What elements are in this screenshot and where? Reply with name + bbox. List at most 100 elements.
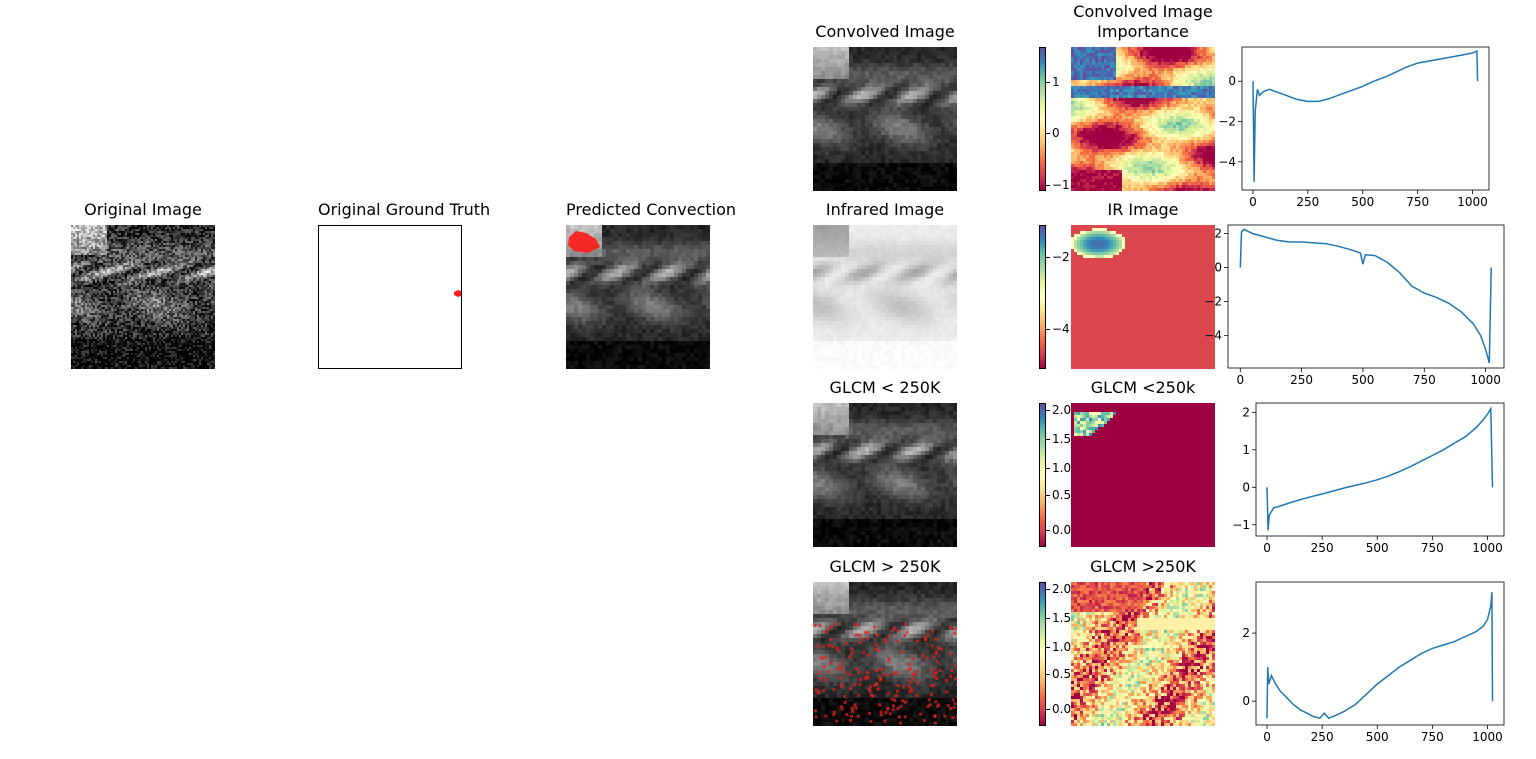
colorbar-tick-label: 0.5 bbox=[1052, 488, 1071, 502]
x-tick-label: 250 bbox=[1311, 730, 1334, 744]
x-tick-label: 500 bbox=[1351, 373, 1374, 387]
x-tick-label: 750 bbox=[1406, 195, 1429, 209]
colorbar bbox=[1039, 47, 1046, 191]
y-tick-label: 2 bbox=[1214, 227, 1222, 241]
x-tick-label: 500 bbox=[1366, 541, 1389, 555]
x-tick-label: 250 bbox=[1290, 373, 1313, 387]
x-tick-label: 750 bbox=[1421, 730, 1444, 744]
original-image-title: Original Image bbox=[71, 200, 215, 220]
colorbar-tick-label: −2 bbox=[1052, 250, 1070, 264]
predicted-convection-mask bbox=[568, 231, 600, 253]
plot-series-line bbox=[1266, 405, 1494, 531]
colorbar-tick-label: 0.0 bbox=[1052, 702, 1071, 716]
colorbar bbox=[1039, 403, 1046, 547]
predicted-convection-raster bbox=[566, 225, 710, 369]
plot-series-line bbox=[1252, 49, 1479, 182]
predicted-convection-image bbox=[566, 225, 710, 369]
plot-frame bbox=[1255, 581, 1505, 726]
colorbar-tick-mark bbox=[1046, 708, 1050, 710]
plot-series-line bbox=[1266, 592, 1494, 720]
y-tick-label: 0 bbox=[1242, 480, 1250, 494]
ground-truth-image bbox=[318, 225, 462, 369]
importance-title-line: Importance bbox=[1071, 22, 1215, 42]
original-image bbox=[71, 225, 215, 369]
y-tick-label: −1 bbox=[1232, 518, 1250, 532]
x-tick-label: 0 bbox=[1263, 541, 1271, 555]
colorbar bbox=[1039, 225, 1046, 369]
x-tick-label: 500 bbox=[1351, 195, 1374, 209]
x-tick-label: 500 bbox=[1366, 730, 1389, 744]
importance-title-line: IR Image bbox=[1071, 200, 1215, 220]
importance-map bbox=[1071, 403, 1215, 547]
importance-title-line: Convolved Image bbox=[1071, 2, 1215, 22]
y-tick-label: −4 bbox=[1218, 155, 1236, 169]
colorbar-tick-mark bbox=[1046, 529, 1050, 531]
y-tick-label: 2 bbox=[1242, 405, 1250, 419]
row-image bbox=[813, 403, 957, 547]
colorbar-tick-mark bbox=[1046, 256, 1050, 258]
plot-frame bbox=[1227, 224, 1505, 369]
importance-title: GLCM <250k bbox=[1071, 378, 1215, 398]
plot-series-line bbox=[1239, 228, 1492, 364]
colorbar-tick-label: 2.0 bbox=[1052, 403, 1071, 417]
colorbar-tick-mark bbox=[1046, 185, 1050, 187]
importance-title: GLCM >250K bbox=[1071, 557, 1215, 577]
importance-title: Convolved Image Importance bbox=[1071, 2, 1215, 42]
x-tick-label: 1000 bbox=[1472, 541, 1503, 555]
original-image-raster bbox=[71, 225, 215, 369]
x-tick-label: 250 bbox=[1296, 195, 1319, 209]
colorbar-tick-label: 1 bbox=[1052, 75, 1060, 89]
colorbar-tick-label: 0 bbox=[1052, 126, 1060, 140]
colorbar-tick-label: 2.0 bbox=[1052, 582, 1071, 596]
colorbar-tick-mark bbox=[1046, 467, 1050, 469]
x-tick-label: 0 bbox=[1263, 730, 1271, 744]
colorbar-tick-label: −4 bbox=[1052, 322, 1070, 336]
colorbar-tick-label: 1.5 bbox=[1052, 432, 1071, 446]
importance-map bbox=[1071, 225, 1215, 369]
colorbar-tick-mark bbox=[1046, 410, 1050, 412]
colorbar-tick-mark bbox=[1046, 328, 1050, 330]
x-tick-label: 250 bbox=[1311, 541, 1334, 555]
y-tick-label: −2 bbox=[1218, 115, 1236, 129]
x-tick-label: 750 bbox=[1421, 541, 1444, 555]
x-tick-label: 1000 bbox=[1472, 730, 1503, 744]
colorbar-tick-mark bbox=[1046, 81, 1050, 83]
x-tick-label: 1000 bbox=[1457, 195, 1488, 209]
ground-truth-mask bbox=[454, 290, 461, 297]
colorbar-tick-mark bbox=[1046, 133, 1050, 135]
y-tick-label: 0 bbox=[1214, 261, 1222, 275]
y-tick-label: 0 bbox=[1242, 694, 1250, 708]
importance-map bbox=[1071, 582, 1215, 726]
y-tick-label: −2 bbox=[1204, 295, 1222, 309]
ground-truth-title: Original Ground Truth bbox=[318, 200, 490, 220]
predicted-convection-title: Predicted Convection bbox=[566, 200, 736, 220]
row-image bbox=[813, 582, 957, 726]
colorbar-tick-mark bbox=[1046, 674, 1050, 676]
importance-title-line: GLCM >250K bbox=[1071, 557, 1215, 577]
colorbar-tick-mark bbox=[1046, 646, 1050, 648]
row-image-title: GLCM < 250K bbox=[813, 378, 957, 398]
importance-map bbox=[1071, 47, 1215, 191]
colorbar-tick-mark bbox=[1046, 439, 1050, 440]
x-tick-label: 0 bbox=[1249, 195, 1257, 209]
colorbar-tick-label: 0.0 bbox=[1052, 523, 1071, 537]
y-tick-label: 0 bbox=[1228, 74, 1236, 88]
colorbar-tick-label: 1.0 bbox=[1052, 640, 1071, 654]
colorbar-tick-label: 1.0 bbox=[1052, 461, 1071, 475]
importance-title-line: GLCM <250k bbox=[1071, 378, 1215, 398]
colorbar-tick-mark bbox=[1046, 589, 1050, 591]
y-tick-label: −4 bbox=[1204, 329, 1222, 343]
colorbar-tick-mark bbox=[1046, 618, 1050, 619]
colorbar-tick-mark bbox=[1046, 495, 1050, 497]
y-tick-label: 1 bbox=[1242, 443, 1250, 457]
x-tick-label: 0 bbox=[1236, 373, 1244, 387]
importance-title: IR Image bbox=[1071, 200, 1215, 220]
colorbar-tick-label: −1 bbox=[1052, 178, 1070, 192]
row-image-title: Convolved Image bbox=[813, 22, 957, 42]
plot-frame bbox=[1255, 402, 1505, 537]
y-tick-label: 2 bbox=[1242, 626, 1250, 640]
x-tick-label: 1000 bbox=[1470, 373, 1501, 387]
row-image bbox=[813, 47, 957, 191]
row-image-title: Infrared Image bbox=[813, 200, 957, 220]
